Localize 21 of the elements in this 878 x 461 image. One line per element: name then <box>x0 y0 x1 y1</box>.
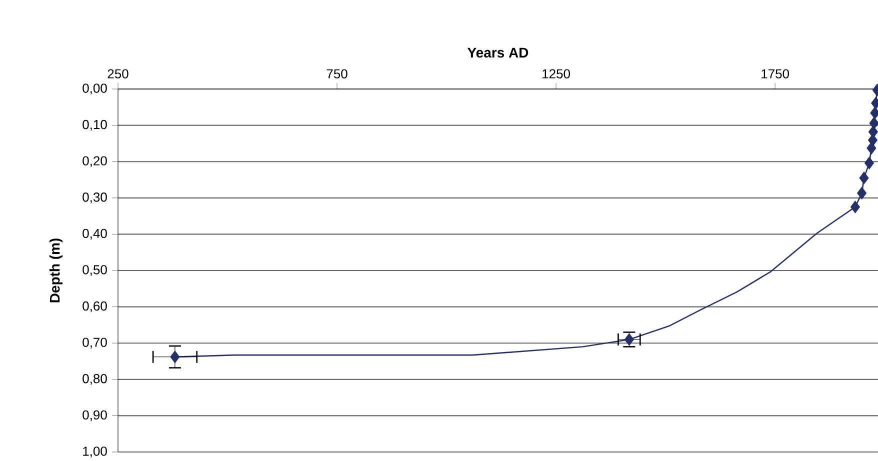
y-tick-label: 0,50 <box>82 265 107 276</box>
x-tick-label: 1250 <box>542 69 570 78</box>
y-tick-label: 0,10 <box>82 120 107 131</box>
y-tick-label: 0,80 <box>82 374 107 385</box>
y-tick-label: 0,30 <box>82 192 107 204</box>
y-tick-label: 0,90 <box>82 410 107 422</box>
point <box>850 200 860 214</box>
x-axis-title: Years AD <box>467 48 528 58</box>
y-tick-label: 0,00 <box>82 84 107 94</box>
point <box>857 186 867 200</box>
point <box>859 172 869 184</box>
y-tick-label: 0,40 <box>82 228 107 240</box>
x-tick-label: 750 <box>326 69 348 78</box>
y-tick-label: 0,70 <box>82 338 107 348</box>
y-axis-title: Depth (m) <box>49 238 63 302</box>
x-tick-label: 250 <box>108 69 128 78</box>
y-tick-label: 0,20 <box>82 156 107 167</box>
point <box>170 350 180 364</box>
y-tick-label: 0,60 <box>82 301 107 312</box>
x-tick-label: 1750 <box>762 69 790 78</box>
y-tick-label: 1,00 <box>83 446 107 458</box>
